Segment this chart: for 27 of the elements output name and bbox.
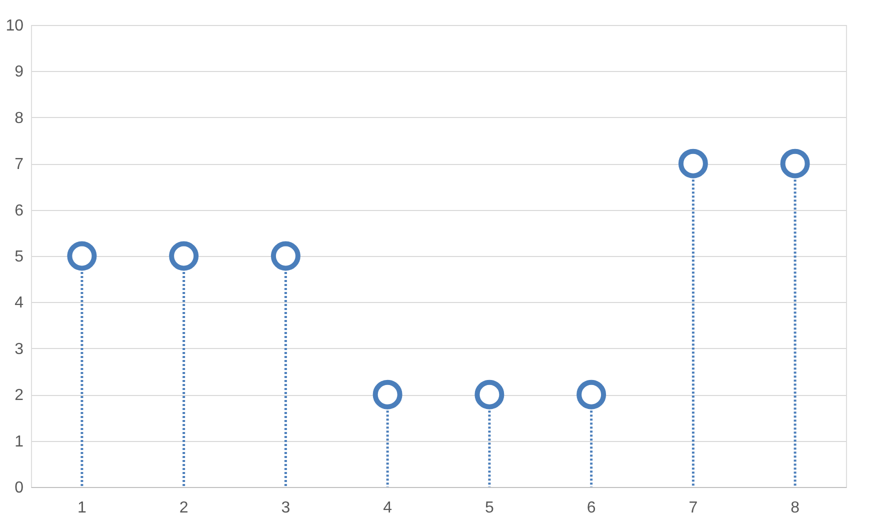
y-tick-label: 5: [14, 248, 24, 266]
y-tick-label: 10: [6, 18, 24, 34]
y-tick-label: 9: [14, 64, 24, 81]
point: [576, 380, 606, 410]
point: [270, 241, 300, 271]
point: [474, 380, 504, 410]
x-tick-label: 3: [281, 500, 290, 516]
y-tick-label: 1: [14, 433, 24, 450]
y-tick-label: 8: [14, 110, 24, 127]
x-tick-label: 6: [586, 500, 596, 516]
x-tick-label: 8: [790, 500, 800, 516]
y-tick-label: 7: [14, 156, 24, 174]
point: [678, 148, 708, 178]
point: [169, 241, 199, 271]
y-tick-label: 3: [14, 340, 24, 358]
y-tick-label: 2: [14, 387, 24, 404]
x-tick-label: 4: [383, 500, 392, 516]
x-tick-label: 1: [77, 500, 86, 516]
point: [67, 241, 97, 271]
y-tick-label: 4: [14, 294, 24, 312]
x-tick-label: 2: [179, 500, 188, 516]
point: [780, 148, 810, 178]
y-tick-label: 6: [14, 202, 24, 220]
point: [372, 380, 402, 410]
y-tick-label: 0: [14, 480, 24, 496]
x-tick-label: 7: [688, 500, 698, 516]
x-tick-label: 5: [484, 500, 494, 516]
